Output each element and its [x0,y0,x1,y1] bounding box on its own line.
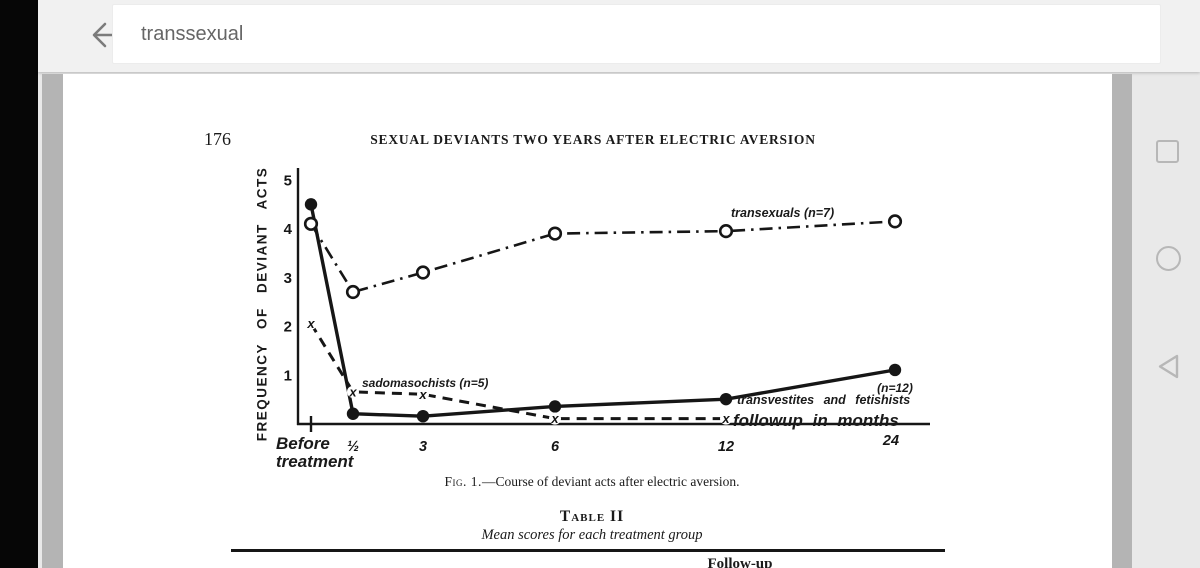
status-black-strip [0,0,38,568]
x-tick-label: 3 [419,439,427,455]
marker-transvestites-and-fetishists [548,400,562,413]
page-gutter-left [42,74,63,568]
marker-sadomasochists: x [306,316,315,331]
y-tick-label: 3 [284,270,292,287]
series-label-sadomasochists: sadomasochists (n=5) [362,376,489,390]
document-page: 176 SEXUAL DEVIANTS TWO YEARS AFTER ELEC… [63,74,1112,568]
marker-transexuals [718,224,734,239]
series-label-transexuals: transexuals (n=7) [731,206,835,220]
recents-button[interactable] [1156,140,1179,163]
figure-caption-text: —Course of deviant acts after electric a… [481,474,740,489]
y-axis-label: FREQUENCY OF DEVIANT ACTS [254,166,270,442]
marker-transexuals [303,216,319,231]
y-tick-label: 1 [284,367,292,384]
marker-sadomasochists: x [721,411,730,426]
table-rule [231,549,945,552]
y-tick-label: 5 [284,173,292,190]
x-tick-label: ½ [347,439,359,455]
page-number: 176 [204,129,231,149]
marker-halo-sadomasochists [305,317,317,330]
marker-transvestites-and-fetishists [888,363,902,377]
marker-transvestites-and-fetishists [346,407,360,420]
series-label-transvestites-n: (n=12) [877,381,913,395]
marker-transexuals [547,226,563,241]
series-line-transexuals [309,220,896,294]
home-button[interactable] [1156,246,1181,271]
x-tick-label: 6 [551,439,560,455]
marker-sadomasochists: x [348,384,357,399]
running-head: SEXUAL DEVIANTS TWO YEARS AFTER ELECTRIC… [370,132,816,147]
figure-caption-prefix: Fig. 1. [444,474,482,489]
marker-halo-sadomasochists [347,385,359,398]
marker-sadomasochists: x [418,387,427,402]
browser-top-bar [38,0,1200,72]
marker-transvestites-and-fetishists [304,198,318,211]
marker-transexuals [415,265,431,280]
marker-halo-sadomasochists [549,412,561,425]
x-tick-before-line2: treatment [276,452,354,471]
table-column-header-followup: Follow-up [707,556,773,568]
series-label-transvestites: transvestites and fetishists [737,393,911,407]
series-line-sadomasochists [309,322,726,421]
marker-sadomasochists: x [550,411,559,426]
marker-transvestites-and-fetishists [719,392,733,406]
figure-caption: Fig. 1.—Course of deviant acts after ele… [262,474,922,490]
y-tick-label: 4 [284,221,293,238]
marker-transexuals [887,214,903,229]
x-axis-annotation: followup in months [733,411,899,430]
y-tick-label: 2 [284,319,292,336]
marker-transexuals [345,284,361,300]
table-subtitle: Mean scores for each treatment group [481,527,703,543]
marker-halo-sadomasochists [720,412,732,425]
page-gutter-right [1112,74,1132,568]
marker-transvestites-and-fetishists [416,409,430,423]
triangle-left-icon [1158,354,1179,379]
series-line-transvestites-and-fetishists [309,204,896,418]
table-title: Table II [559,508,625,525]
x-tick-before-line1: Before [276,434,330,453]
x-tick-label: 24 [882,433,899,449]
back-nav-button[interactable] [1156,353,1181,380]
marker-halo-sadomasochists [417,388,429,401]
search-input[interactable] [112,4,1161,64]
x-tick-label: 12 [718,439,734,455]
